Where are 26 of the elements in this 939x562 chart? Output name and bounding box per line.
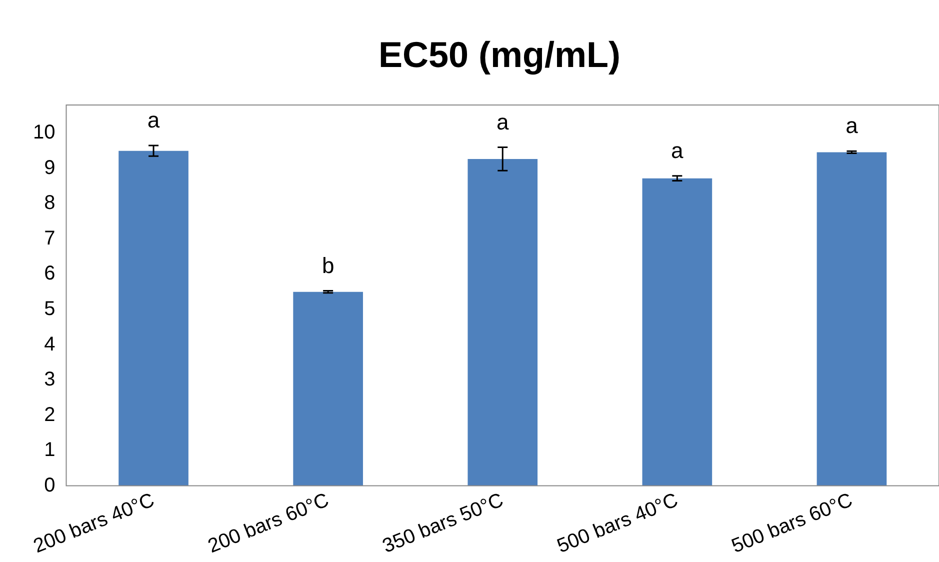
- annotation: b: [322, 252, 334, 278]
- annotation: a: [671, 138, 684, 163]
- bar: [118, 150, 188, 486]
- y-tick-label: 2: [44, 404, 56, 426]
- y-tick-label: 8: [44, 192, 56, 214]
- bar: [642, 178, 712, 486]
- y-tick-label: 4: [44, 333, 56, 356]
- y-tick-label: 7: [44, 227, 56, 250]
- annotation: a: [496, 109, 510, 134]
- bar: [293, 292, 363, 486]
- y-tick-label: 3: [44, 368, 56, 391]
- bar: [468, 158, 538, 486]
- annotation: a: [147, 108, 160, 133]
- annotation: a: [846, 113, 859, 138]
- x-tick-label: 200 bars 60°C: [205, 489, 332, 558]
- chart-title: EC50 (mg/mL): [377, 33, 622, 77]
- y-tick-label: 1: [44, 439, 56, 462]
- y-tick-label: 5: [44, 298, 56, 320]
- y-tick-label: 10: [32, 122, 56, 144]
- y-tick-label: 0: [44, 474, 56, 496]
- x-tick-label: 350 bars 50°C: [380, 489, 507, 558]
- x-tick-label: 500 bars 40°C: [554, 489, 682, 558]
- y-tick-label: 9: [44, 156, 56, 179]
- y-tick-label: 6: [44, 262, 56, 285]
- x-tick-label: 500 bars 60°C: [728, 489, 856, 558]
- bar: [816, 152, 887, 486]
